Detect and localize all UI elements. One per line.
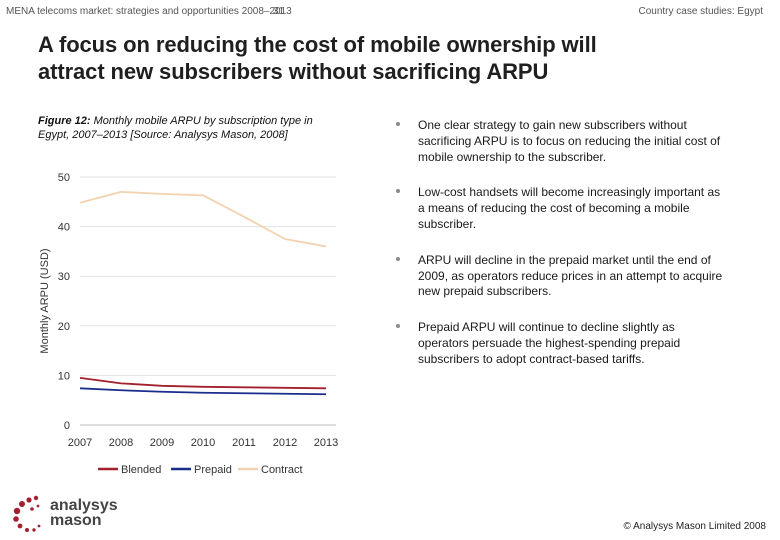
logo-line-1: analysys — [50, 497, 118, 514]
logo-line-2: mason — [50, 512, 102, 529]
figure-caption: Figure 12: Monthly mobile ARPU by subscr… — [38, 114, 338, 142]
bullet-text: Prepaid ARPU will continue to decline sl… — [418, 320, 681, 366]
x-tick-label: 2010 — [191, 437, 215, 449]
figure-caption-text: Monthly mobile ARPU by subscription type… — [38, 115, 313, 141]
figure-label: Figure 12: — [38, 115, 91, 127]
x-tick-label: 2008 — [109, 437, 133, 449]
bullet-dot-icon — [396, 189, 400, 194]
logo-wordmark: analysys mason — [50, 497, 118, 529]
slide-title-line-2: attract new subscribers without sacrific… — [38, 59, 549, 84]
x-tick-label: 2009 — [150, 437, 174, 449]
y-tick-label: 20 — [58, 321, 70, 333]
x-tick-label: 2007 — [68, 437, 92, 449]
y-tick-label: 0 — [64, 420, 70, 432]
bullet-list: One clear strategy to gain new subscribe… — [396, 118, 726, 388]
arpu-chart-canvas: 0 10 20 30 40 50 2007 2008 2009 2010 2011 2012 2013 M… — [39, 172, 338, 476]
x-tick-label: 2012 — [273, 437, 297, 449]
bullet-dot-icon — [396, 256, 400, 261]
series-line-blended — [79, 376, 327, 390]
analysys-mason-logo: analysys mason — [10, 494, 150, 534]
legend-label: Contract — [261, 464, 303, 476]
bullet-item: Low-cost handsets will become increasing… — [396, 185, 726, 232]
bullet-text: One clear strategy to gain new subscribe… — [418, 118, 721, 164]
header-section-title: Country case studies: Egypt — [638, 6, 763, 17]
x-tick-label: 2011 — [232, 437, 256, 449]
series-line-contract — [79, 190, 327, 248]
bullet-item: ARPU will decline in the prepaid market … — [396, 253, 726, 300]
bullet-item: One clear strategy to gain new subscribe… — [396, 118, 726, 165]
logo-dots-icon — [13, 495, 41, 532]
arpu-line-chart: 0 10 20 30 40 50 2007 2008 2009 2010 2011 2012 2013 M… — [0, 150, 360, 485]
y-tick-label: 30 — [58, 271, 70, 283]
slide-title-line-1: A focus on reducing the cost of mobile o… — [38, 32, 597, 57]
x-tick-label: 2013 — [314, 437, 338, 449]
legend-label: Prepaid — [194, 464, 232, 476]
y-axis-label: Monthly ARPU (USD) — [39, 248, 51, 353]
copyright-notice: © Analysys Mason Limited 2008 — [623, 521, 766, 532]
legend-label: Blended — [121, 464, 161, 476]
bullet-text: ARPU will decline in the prepaid market … — [418, 252, 723, 299]
bullet-dot-icon — [396, 122, 400, 126]
slide-title: A focus on reducing the cost of mobile o… — [38, 31, 738, 85]
header-page-number: 31 — [273, 6, 285, 17]
series-line-prepaid — [79, 387, 327, 396]
bullet-item: Prepaid ARPU will continue to decline sl… — [396, 320, 726, 367]
bullet-text: Low-cost handsets will become increasing… — [418, 185, 721, 231]
bullet-dot-icon — [396, 324, 400, 329]
y-tick-label: 40 — [58, 222, 70, 234]
y-tick-label: 10 — [58, 370, 70, 382]
y-tick-label: 50 — [58, 172, 70, 184]
header-document-title: MENA telecoms market: strategies and opp… — [6, 6, 292, 17]
